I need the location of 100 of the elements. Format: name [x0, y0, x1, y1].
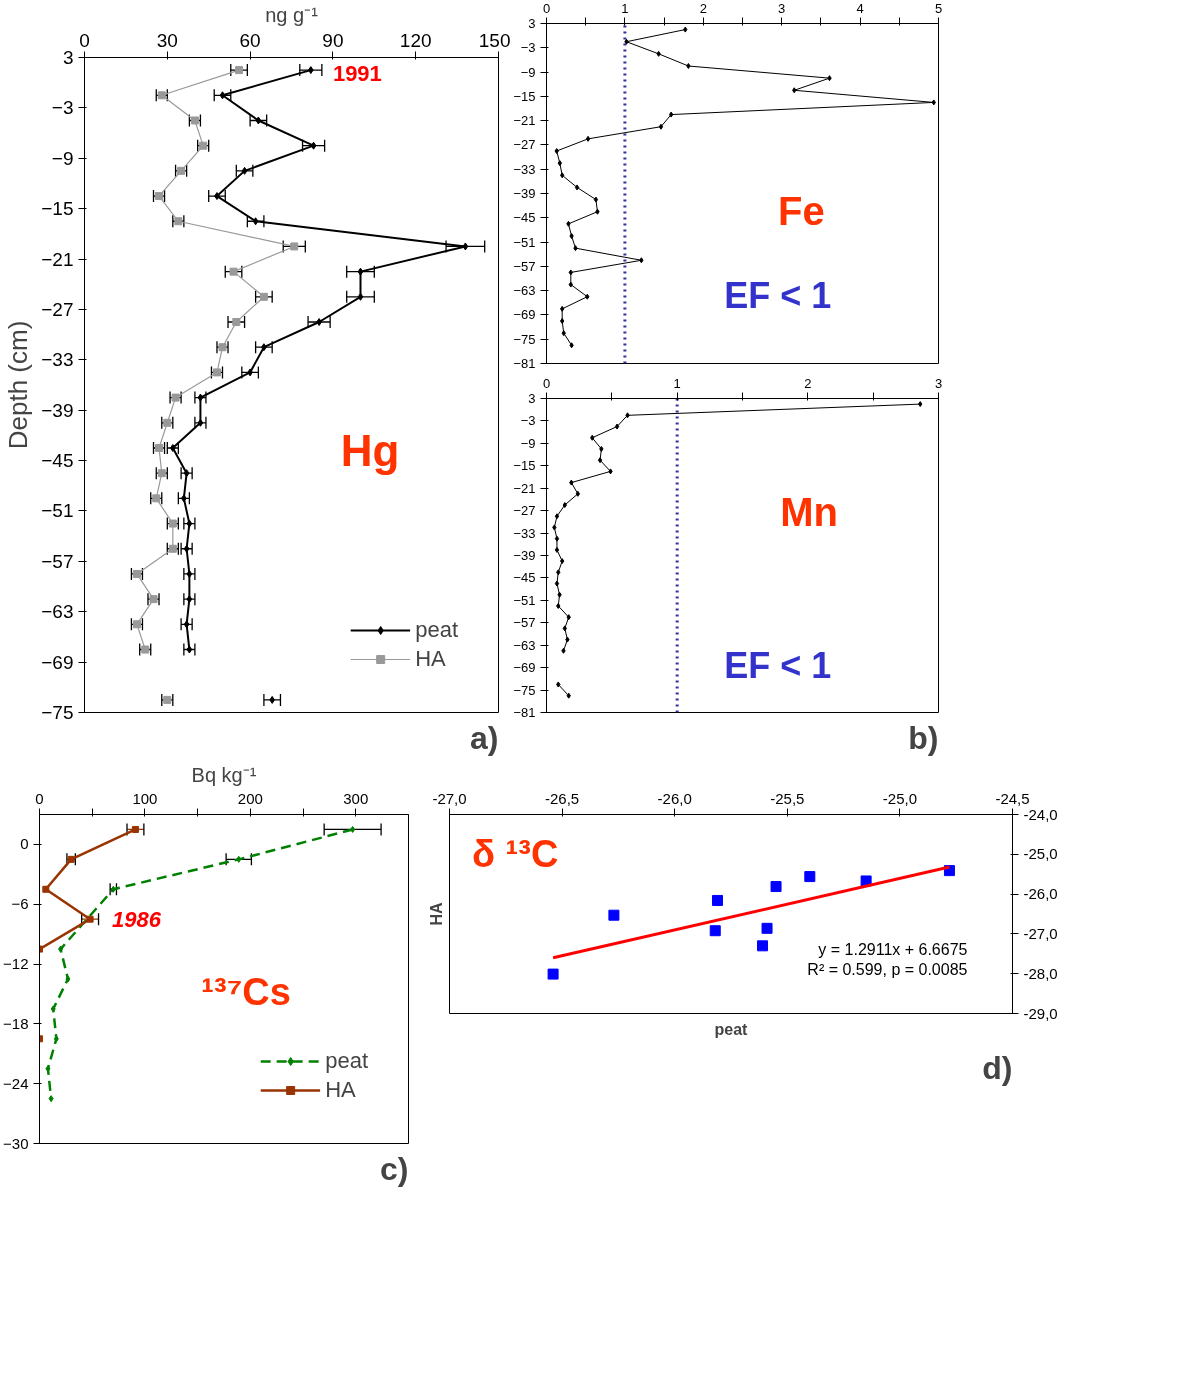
point	[566, 692, 571, 699]
y-tick-label: −6	[11, 895, 29, 913]
point	[569, 342, 574, 349]
annotation: δ ¹³C	[472, 833, 559, 876]
point	[236, 855, 242, 863]
x-tick-label: -27,0	[432, 789, 467, 807]
x-tick-label: 0	[79, 29, 90, 51]
point	[554, 546, 560, 553]
y-tick-label: −27	[513, 137, 536, 153]
point	[552, 524, 557, 531]
y-tick-label: −51	[513, 592, 536, 608]
legend-label: peat	[415, 617, 458, 643]
annotation: EF < 1	[724, 644, 832, 686]
x-tick-label: 5	[934, 0, 943, 16]
point	[568, 281, 573, 288]
x-tick-label: -25,0	[882, 789, 918, 807]
text: a)	[470, 719, 499, 756]
point	[48, 1095, 54, 1103]
point	[252, 217, 259, 226]
y-tick-label: −33	[513, 525, 536, 541]
point	[556, 569, 561, 576]
y-tick-label: −75	[513, 331, 536, 347]
x-tick-label: 0	[542, 0, 551, 16]
y-tick-label: −51	[513, 234, 536, 250]
y-tick-label: −51	[41, 500, 74, 522]
point	[554, 513, 560, 520]
point	[683, 26, 688, 33]
y-tick-label: −39	[513, 186, 536, 201]
y-axis-title: Depth (cm)	[3, 320, 34, 450]
y-tick-label: −12	[3, 955, 29, 973]
x-tick-label: 200	[237, 789, 263, 807]
point	[554, 535, 560, 542]
x-tick-label: -25,5	[770, 789, 805, 807]
point	[792, 87, 797, 94]
annotation: ¹³⁷Cs	[201, 971, 291, 1014]
y-tick-label: −75	[41, 702, 74, 723]
legend-label: HA	[325, 1077, 356, 1103]
point	[668, 111, 674, 118]
x-tick-label: 60	[239, 29, 261, 51]
y-tick-label: −9	[520, 435, 536, 451]
x-tick-label: -24,5	[995, 789, 1030, 807]
point	[554, 148, 559, 154]
point	[557, 160, 562, 167]
x-axis-title: Bq kg⁻¹	[191, 763, 257, 786]
point	[639, 257, 644, 264]
annotation: y = 1.2911x + 6.6675	[818, 941, 968, 959]
point	[235, 66, 244, 75]
point	[561, 647, 566, 654]
x-tick-label: 300	[343, 789, 369, 807]
point	[554, 580, 560, 587]
point	[711, 894, 723, 906]
y-tick-label: −39	[41, 399, 74, 421]
y-tick-label: −9	[520, 64, 536, 80]
point	[310, 141, 317, 150]
annotation: Fe	[777, 188, 825, 233]
y-tick-label: −27	[41, 298, 74, 320]
point	[557, 591, 562, 598]
point	[229, 267, 238, 276]
y-tick-label: −81	[513, 356, 536, 371]
y-tick-label: −69	[513, 307, 536, 323]
y-tick-label: −75	[513, 682, 536, 698]
x-tick-label: 0	[542, 375, 551, 391]
y-tick-label: −63	[41, 601, 74, 623]
point	[597, 457, 603, 464]
y-tick-label: 3	[528, 391, 536, 406]
y-tick-label: -25,0	[1023, 845, 1058, 863]
y-tick-label: −45	[41, 450, 74, 472]
point	[357, 292, 364, 301]
point	[241, 166, 248, 175]
annotation: Mn	[780, 489, 839, 534]
y-tick-label: −21	[41, 248, 74, 270]
annotation: EF < 1	[724, 275, 832, 316]
point	[560, 558, 565, 565]
x-tick-label: -26,0	[657, 789, 692, 807]
point	[624, 38, 629, 45]
point	[219, 91, 226, 100]
point	[599, 445, 604, 452]
annotation: Hg	[340, 426, 400, 475]
y-tick-label: −63	[513, 283, 536, 299]
point	[608, 468, 613, 475]
point	[918, 401, 923, 408]
point	[614, 423, 620, 430]
text: b)	[908, 719, 939, 756]
point	[804, 871, 816, 883]
y-tick-label: −63	[513, 637, 536, 653]
y-tick-label: −81	[513, 705, 536, 720]
point	[625, 412, 630, 419]
point	[595, 208, 600, 215]
point	[561, 330, 566, 337]
y-tick-label: −3	[520, 40, 536, 56]
x-tick-label: 2	[699, 0, 707, 16]
point	[590, 434, 595, 441]
legend-label: peat	[325, 1048, 368, 1074]
y-tick-label: −15	[513, 458, 536, 474]
point	[709, 925, 721, 937]
point	[131, 825, 139, 833]
y-tick-label: −45	[513, 210, 536, 226]
point	[562, 502, 567, 509]
y-tick-label: −69	[513, 660, 536, 676]
point	[53, 1035, 59, 1043]
